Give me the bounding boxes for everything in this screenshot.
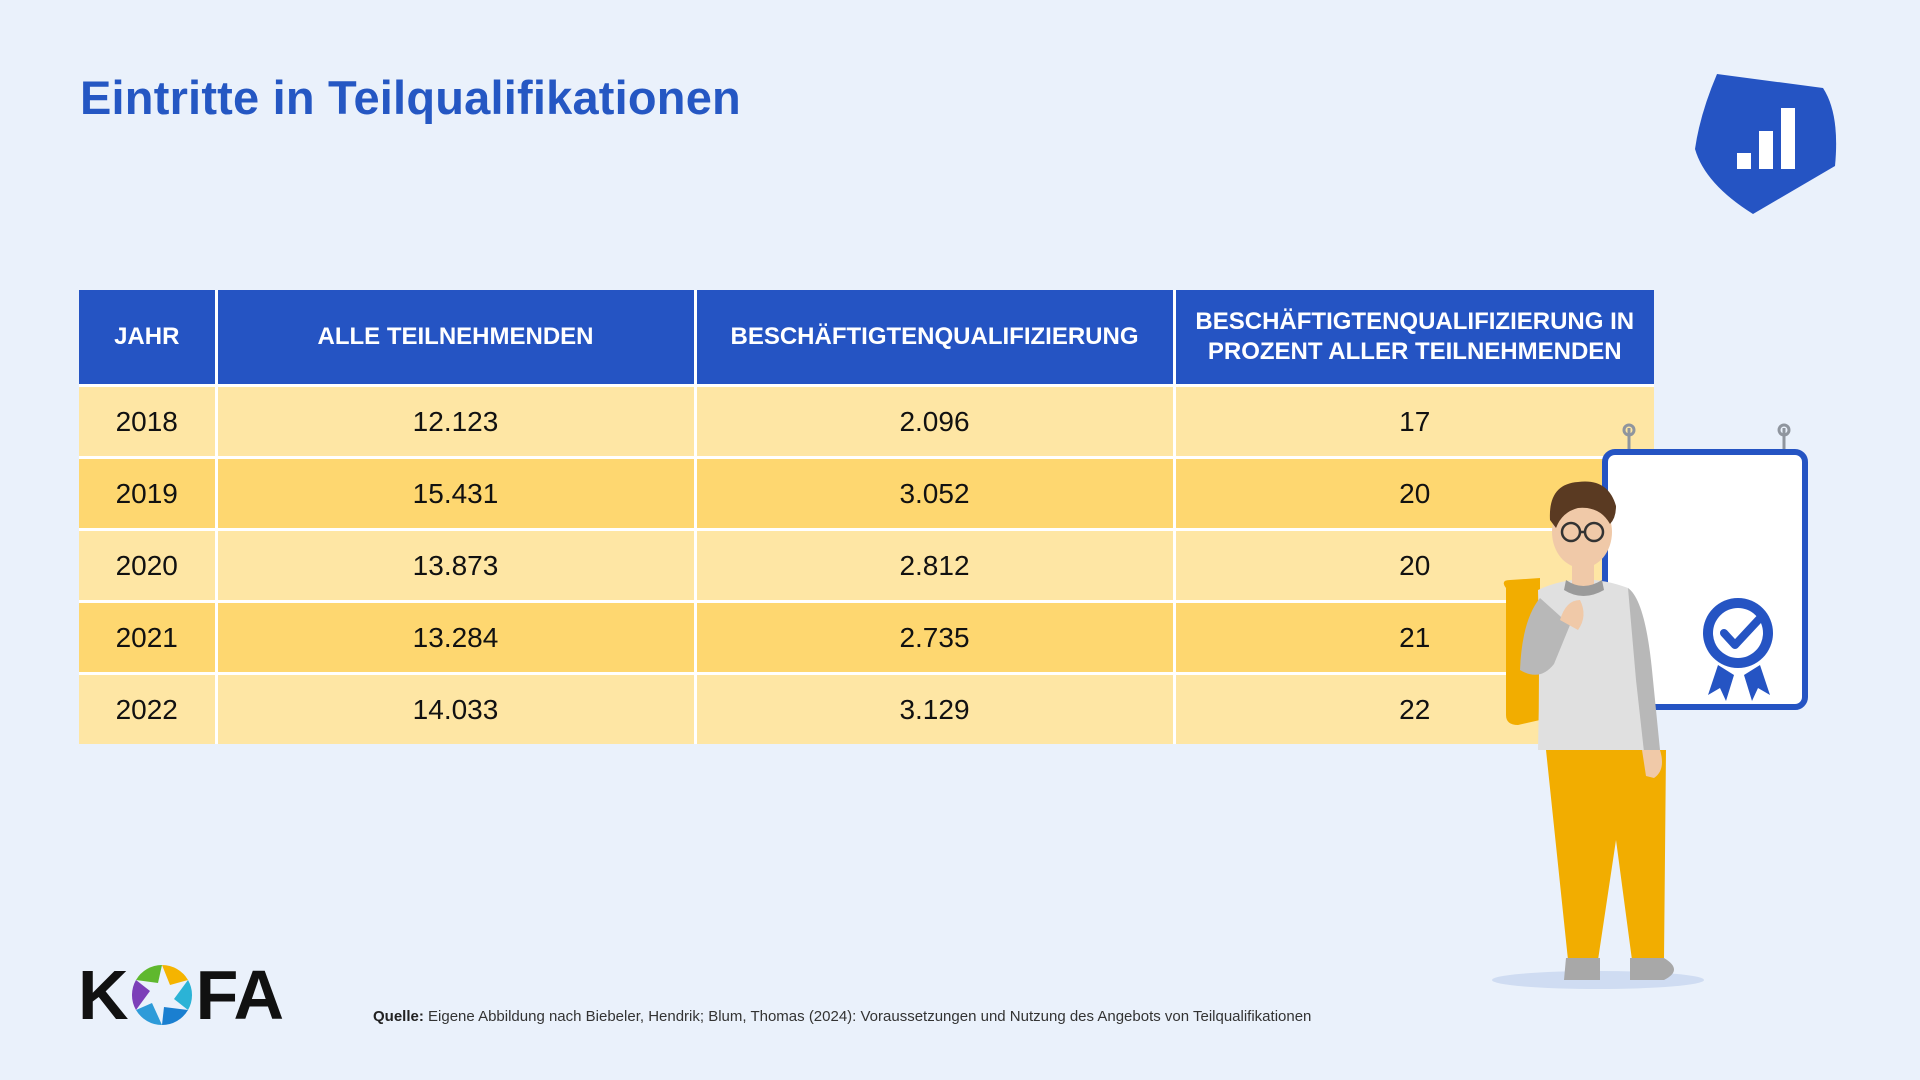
source-label: Quelle: — [373, 1008, 424, 1025]
table-cell: 13.873 — [214, 528, 697, 603]
table-cell: 3.129 — [693, 672, 1176, 744]
column-header: JAHR — [79, 290, 218, 387]
page-title: Eintritte in Teilqualifikationen — [80, 71, 741, 124]
table-row: 2019 15.431 3.052 20 — [79, 456, 1654, 531]
table-row: 2018 12.123 2.096 17 — [79, 384, 1654, 459]
source-note: Quelle: Eigene Abbildung nach Biebeler, … — [373, 1008, 1311, 1025]
table-cell: 13.284 — [214, 600, 697, 675]
student-certificate-illustration — [1492, 423, 1808, 989]
table-cell: 17 — [1172, 384, 1654, 459]
table-row: 2021 13.284 2.735 21 — [79, 600, 1654, 675]
table-cell: 2020 — [79, 528, 218, 603]
logo-letter-k: K — [78, 956, 129, 1034]
kofa-logo: K FA — [78, 956, 284, 1034]
table-row: 2022 14.033 3.129 22 — [79, 672, 1654, 744]
logo-letters-fa: FA — [195, 956, 284, 1034]
table-cell: 2.812 — [693, 528, 1176, 603]
certificate-badge-icon — [1703, 598, 1773, 701]
source-text: Eigene Abbildung nach Biebeler, Hendrik;… — [423, 1008, 1312, 1025]
data-table: JAHR ALLE TEILNEHMENDEN BESCHÄFTIGTENQUA… — [79, 290, 1654, 744]
table-cell: 3.052 — [693, 456, 1176, 531]
table-cell: 2.096 — [693, 384, 1176, 459]
column-header: BESCHÄFTIGTENQUALIFIZIERUNG — [693, 290, 1176, 387]
table-cell: 2018 — [79, 384, 218, 459]
table-cell: 14.033 — [214, 672, 697, 744]
column-header: BESCHÄFTIGTENQUALIFIZIERUNG IN PROZENT A… — [1172, 290, 1654, 387]
table-cell: 12.123 — [214, 384, 697, 459]
table-cell: 15.431 — [214, 456, 697, 531]
table-cell: 2022 — [79, 672, 218, 744]
table-cell: 2021 — [79, 600, 218, 675]
bar-chart-shield-icon — [1695, 74, 1837, 214]
table-cell: 2019 — [79, 456, 218, 531]
table-header-row: JAHR ALLE TEILNEHMENDEN BESCHÄFTIGTENQUA… — [79, 290, 1654, 387]
aperture-logo-icon — [131, 965, 192, 1025]
column-header: ALLE TEILNEHMENDEN — [214, 290, 697, 387]
table-cell: 2.735 — [693, 600, 1176, 675]
table-row: 2020 13.873 2.812 20 — [79, 528, 1654, 603]
